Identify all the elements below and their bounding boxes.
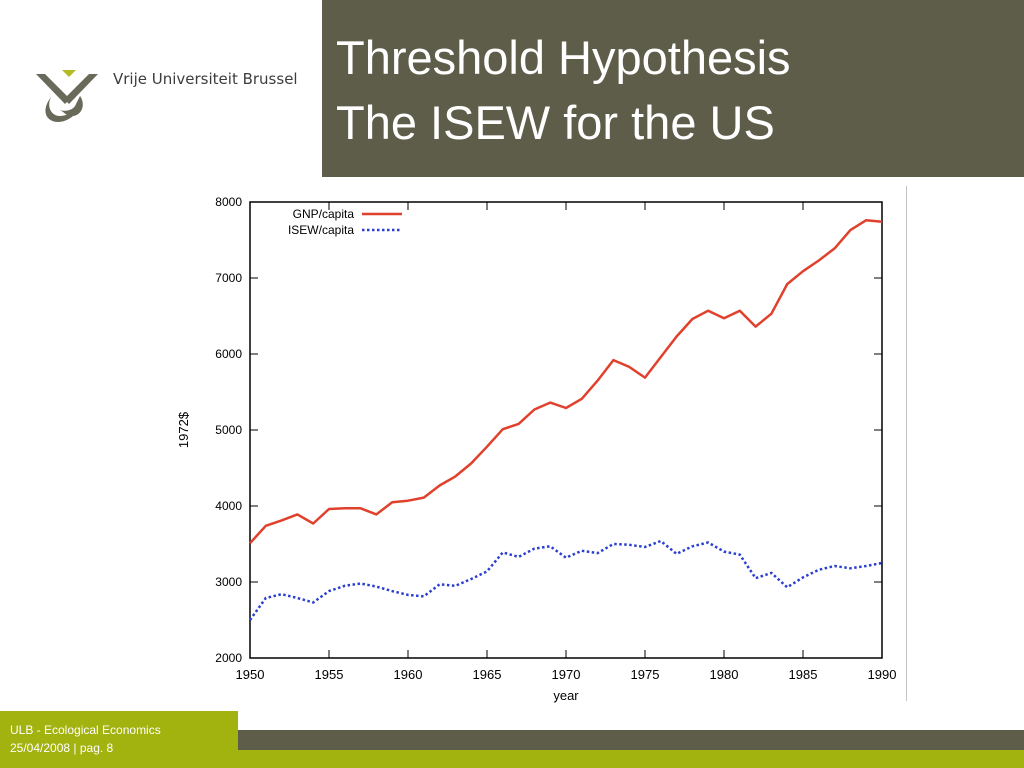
x-tick-label: 1950 [236,667,265,682]
vub-logo [36,70,98,122]
slide-title-line-2: The ISEW for the US [336,96,775,149]
x-tick-label: 1955 [315,667,344,682]
series-lines [248,218,883,621]
tick-marks [249,201,883,659]
series-line-gnp [249,218,883,545]
footer-band-green [238,750,1024,768]
slide-title-line-1: Threshold Hypothesis [336,31,791,84]
y-tick-label: 6000 [215,347,242,361]
footer-date-page: 25/04/2008 | pag. 8 [10,741,114,755]
y-tick-label: 3000 [215,575,242,589]
footer-block [0,711,238,768]
y-tick-label: 5000 [215,423,242,437]
y-tick-label: 7000 [215,271,242,285]
legend-label-isew: ISEW/capita [288,223,354,237]
series-line-isew [248,539,883,621]
x-tick-label: 1990 [868,667,897,682]
x-tick-label: 1985 [789,667,818,682]
x-tick-label: 1960 [394,667,423,682]
footer-course: ULB - Ecological Economics [10,723,161,737]
logo-text: Vrije Universiteit Brussel [113,70,298,88]
x-tick-label: 1970 [552,667,581,682]
y-tick-label: 4000 [215,499,242,513]
x-axis-label: year [553,688,579,703]
y-axis-label: 1972$ [176,411,191,448]
vertical-rule [906,186,907,701]
y-tick-labels: 2000 3000 4000 5000 6000 7000 8000 [215,195,242,665]
legend: GNP/capita ISEW/capita [288,207,402,237]
x-tick-labels: 1950 1955 1960 1965 1970 1975 1980 1985 1990 [236,667,897,682]
x-tick-label: 1980 [710,667,739,682]
isew-gnp-chart: 2000 3000 4000 5000 6000 7000 8000 1950 1955 196… [176,195,897,703]
plot-frame [249,201,883,659]
footer-band-gray [238,730,1024,750]
y-tick-label: 2000 [215,651,242,665]
legend-label-gnp: GNP/capita [293,207,355,221]
title-band [322,0,1024,177]
x-tick-label: 1965 [473,667,502,682]
y-tick-label: 8000 [215,195,242,209]
vub-emblem-icon [36,70,98,122]
x-tick-label: 1975 [631,667,660,682]
